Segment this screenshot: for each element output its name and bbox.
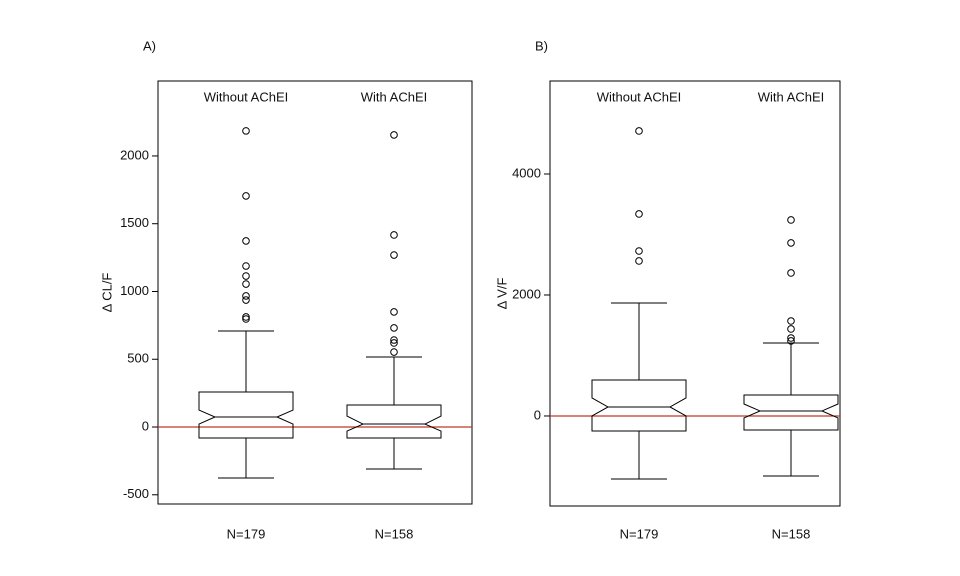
n-label: N=179 (620, 526, 659, 541)
n-label: N=158 (375, 526, 414, 541)
outlier (242, 127, 250, 135)
outlier (390, 339, 398, 347)
box (591, 379, 687, 432)
outlier (787, 334, 795, 342)
outlier (242, 292, 250, 300)
category-label: With AChEI (361, 89, 427, 104)
y-tick-label: -500 (123, 486, 149, 501)
y-axis-label: Δ V/F (494, 278, 509, 310)
y-tick-label: 500 (127, 351, 149, 366)
category-label: With AChEI (758, 89, 824, 104)
axes-frame (157, 80, 473, 505)
y-tick-label: 0 (142, 418, 149, 433)
outlier (635, 210, 643, 218)
box (346, 404, 442, 439)
outlier (242, 192, 250, 200)
outlier (390, 308, 398, 316)
y-tick-label: 1000 (120, 283, 149, 298)
outlier (390, 231, 398, 239)
outlier (635, 257, 643, 265)
outlier (242, 237, 250, 245)
axes-frame (549, 80, 841, 507)
outlier (635, 127, 643, 135)
y-tick-label: 0 (534, 407, 541, 422)
outlier (787, 337, 795, 345)
outlier (242, 313, 250, 321)
n-label: N=158 (772, 526, 811, 541)
outlier (635, 247, 643, 255)
n-label: N=179 (227, 526, 266, 541)
outlier (390, 348, 398, 356)
panel-label: B) (535, 38, 548, 53)
outlier (787, 325, 795, 333)
y-tick-label: 2000 (120, 147, 149, 162)
outlier (242, 296, 250, 304)
outlier (390, 336, 398, 344)
y-axis-label: Δ CL/F (99, 273, 114, 313)
outlier (242, 315, 250, 323)
outlier (390, 251, 398, 259)
category-label: Without AChEI (597, 89, 682, 104)
outlier (390, 131, 398, 139)
y-tick-label: 4000 (512, 165, 541, 180)
box (743, 394, 839, 431)
outlier (242, 272, 250, 280)
outlier (390, 324, 398, 332)
panel-label: A) (143, 38, 156, 53)
outlier (242, 280, 250, 288)
box (198, 391, 294, 439)
category-label: Without AChEI (204, 89, 289, 104)
outlier (787, 317, 795, 325)
outlier (787, 216, 795, 224)
y-tick-label: 1500 (120, 215, 149, 230)
outlier (787, 269, 795, 277)
y-tick-label: 2000 (512, 286, 541, 301)
outlier (242, 262, 250, 270)
outlier (787, 239, 795, 247)
